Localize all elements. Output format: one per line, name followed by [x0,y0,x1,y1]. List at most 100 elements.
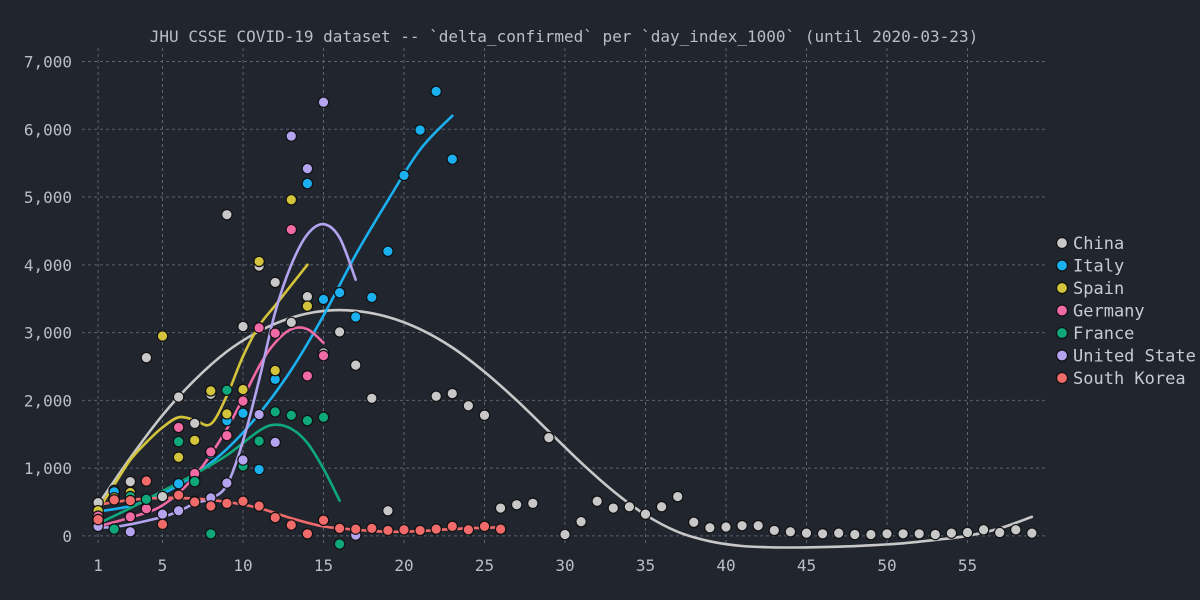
data-point-south-korea [92,513,104,526]
data-point-south-korea [301,528,314,540]
chart-title: JHU CSSE COVID-19 dataset -- `delta_conf… [150,27,978,46]
legend-item-united-state: United State [1055,347,1196,367]
data-point-china [156,490,169,503]
data-point-china [1009,523,1022,536]
x-tick-label: 1 [93,556,103,575]
data-point-germany [237,395,249,407]
series-south-korea [92,475,507,540]
y-tick-label: 6,000 [24,120,72,139]
data-point-china [961,526,974,539]
data-point-south-korea [253,500,265,512]
legend-item-germany: Germany [1055,302,1145,322]
data-point-south-korea [124,494,137,507]
data-point-south-korea [446,520,459,533]
data-point-italy [172,477,185,490]
data-point-china [800,527,813,539]
data-point-germany [285,223,298,236]
data-point-china [639,508,652,520]
data-point-south-korea [156,518,169,531]
data-point-germany [124,511,137,523]
data-point-china [623,500,636,513]
data-point-spain [156,330,169,342]
data-point-spain [269,364,281,377]
data-point-germany [317,349,330,362]
data-point-france [172,435,185,448]
data-point-china [704,521,716,534]
data-point-china [575,515,587,528]
data-point-china [349,359,362,371]
data-point-spain [221,408,233,420]
data-point-italy [398,169,410,182]
data-point-china [865,528,877,541]
data-point-france [285,409,298,422]
data-point-south-korea [317,514,330,527]
data-point-france [205,528,217,540]
data-point-china [768,524,781,537]
data-point-china [365,392,378,405]
data-point-china [687,516,700,529]
x-tick-label: 45 [797,556,816,575]
data-point-south-korea [462,523,475,536]
data-point-south-korea [285,519,298,531]
data-point-china [140,351,153,364]
data-point-spain [188,434,201,447]
data-point-spain [253,255,265,268]
legend-marker [1055,349,1069,362]
data-point-germany [140,502,153,515]
data-point-china [172,391,185,403]
data-point-united-state [317,96,330,109]
y-tick-label: 0 [62,527,72,546]
data-point-france [188,475,201,488]
x-tick-label: 55 [958,556,977,575]
y-tick-label: 3,000 [24,324,72,343]
data-point-china [977,523,990,536]
data-point-spain [172,451,185,464]
data-point-united-state [172,504,185,517]
x-tick-label: 25 [475,556,494,575]
data-point-united-state [301,162,314,175]
data-point-south-korea [494,523,507,535]
data-point-spain [285,193,298,206]
data-point-united-state [285,130,298,142]
data-point-south-korea [414,524,426,537]
data-point-italy [430,85,442,98]
x-tick-label: 10 [233,556,252,575]
data-point-china [526,497,539,510]
data-point-france [317,411,330,424]
series-china [92,208,1038,541]
data-point-germany [172,421,185,434]
x-tick-label: 15 [314,556,333,575]
y-tick-label: 5,000 [24,188,72,207]
y-tick-label: 7,000 [24,53,72,72]
data-point-united-state [124,525,137,538]
data-point-spain [237,383,249,396]
data-point-china [832,527,845,539]
legend-label: Italy [1073,257,1124,277]
data-point-germany [269,327,281,340]
legend-item-china: China [1055,234,1124,254]
data-point-south-korea [349,523,362,535]
x-tick-label: 35 [636,556,655,575]
data-point-italy [349,311,362,323]
data-point-germany [253,322,265,334]
legend-marker [1055,304,1069,317]
data-point-spain [301,300,314,312]
data-point-united-state [269,436,281,449]
data-point-south-korea [205,500,217,512]
data-point-south-korea [188,496,201,508]
series-france [92,384,346,550]
data-point-china [382,504,394,517]
legend-label: China [1073,234,1124,254]
data-point-south-korea [140,475,153,487]
legend-label: Spain [1073,279,1124,299]
data-point-china [993,526,1006,539]
data-point-china [237,320,249,333]
data-point-china [929,528,942,541]
legend-item-france: France [1055,324,1134,344]
data-point-china [1026,527,1038,539]
data-point-china [430,390,442,403]
data-point-china [816,528,829,540]
